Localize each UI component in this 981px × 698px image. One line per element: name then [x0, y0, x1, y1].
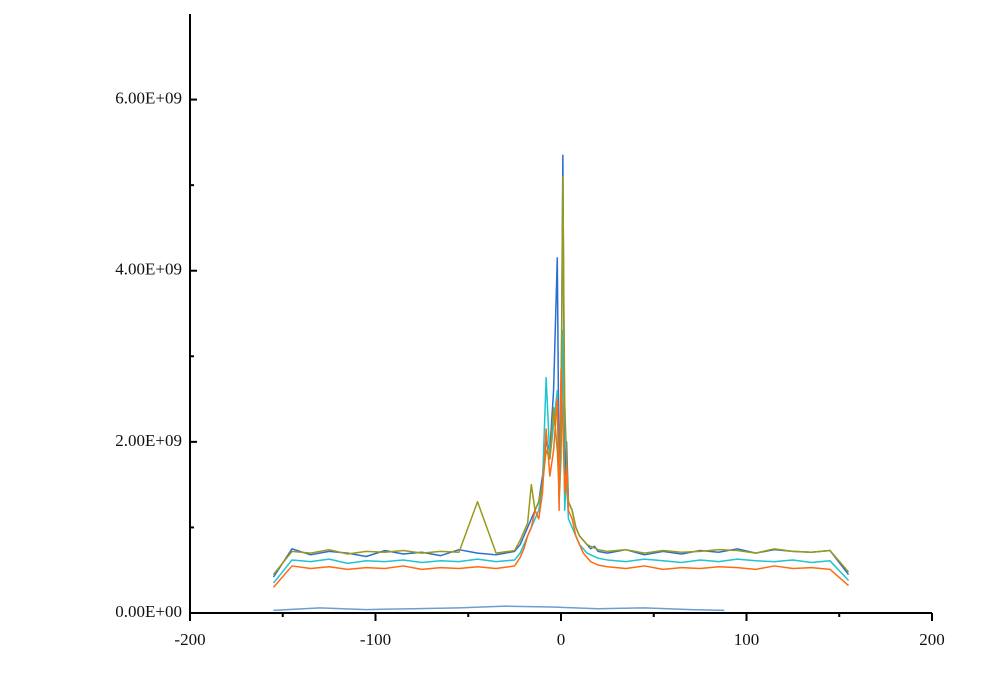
y-tick-label: 0.00E+00: [115, 602, 182, 621]
plot-area: [272, 154, 850, 612]
x-tick-label: 0: [557, 630, 566, 649]
series-line: [273, 605, 725, 612]
y-tick-label: 2.00E+09: [115, 431, 182, 450]
x-tick-label: -200: [174, 630, 205, 649]
x-tick-label: -100: [360, 630, 391, 649]
series-line: [272, 368, 850, 588]
x-tick-label: 200: [919, 630, 945, 649]
y-tick-label: 4.00E+09: [115, 260, 182, 279]
series-line: [272, 175, 850, 575]
y-tick-label: 6.00E+09: [115, 88, 182, 107]
x-tick-label: 100: [734, 630, 760, 649]
